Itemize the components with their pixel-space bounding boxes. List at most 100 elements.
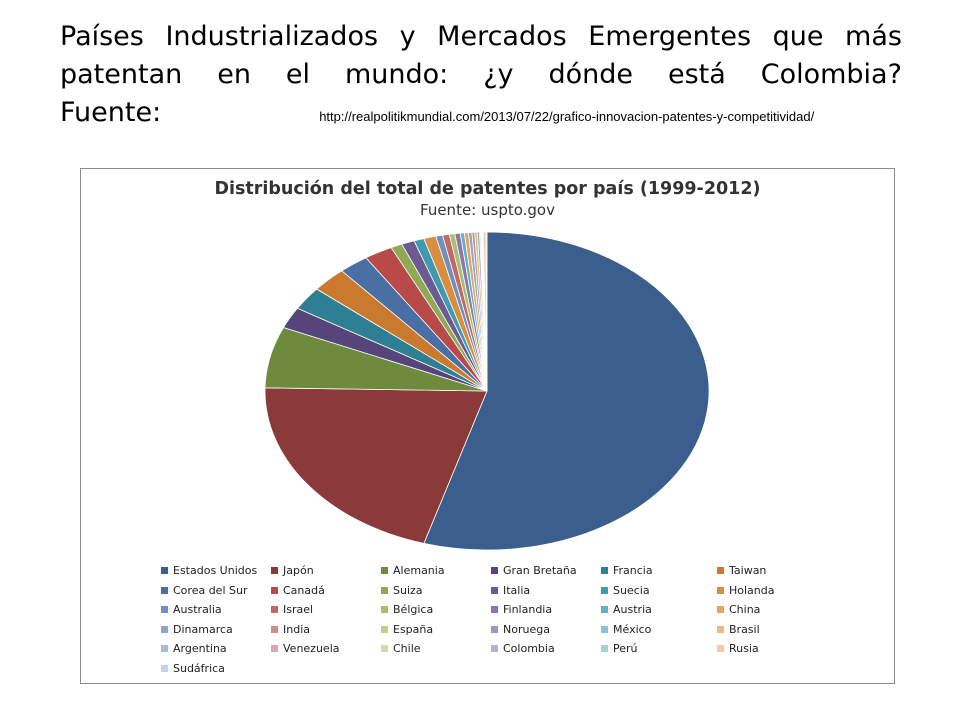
legend-label: España	[393, 622, 434, 636]
source-label: Fuente:	[60, 97, 162, 128]
title-word: y	[399, 21, 416, 52]
legend-swatch	[717, 606, 724, 614]
title-word: Emergentes	[588, 21, 752, 52]
legend-label: Perú	[613, 642, 638, 656]
title-word: Mercados	[437, 21, 567, 52]
legend-label: Alemania	[393, 564, 445, 577]
chart-subtitle: Fuente: uspto.gov	[420, 201, 555, 219]
legend-item-estados-unidos: Estados Unidos	[161, 565, 257, 577]
title-word: el	[285, 59, 311, 90]
legend-label: Israel	[283, 603, 314, 617]
legend-label: India	[283, 622, 310, 636]
legend-swatch	[271, 645, 278, 653]
legend-label: China	[729, 603, 761, 617]
legend-label: Francia	[613, 564, 653, 577]
legend-item-italia: Italia	[491, 583, 531, 597]
legend-item-mexico: México	[601, 622, 652, 636]
legend-item-corea-del-sur: Corea del Sur	[161, 583, 248, 597]
legend-item-suiza: Suiza	[381, 584, 423, 597]
legend-item-taiwan: Taiwan	[717, 565, 766, 577]
source-url[interactable]: http://realpolitikmundial.com/2013/07/22…	[319, 109, 815, 124]
legend-label: Colombia	[503, 642, 555, 656]
title-word: patentan	[60, 59, 183, 90]
legend-swatch	[161, 665, 168, 672]
legend-item-sudafrica: Sudáfrica	[161, 663, 225, 675]
slide-title: Países Industrializados y Mercados Emergente…	[60, 18, 902, 136]
pie-slice-estados-unidos	[423, 231, 710, 551]
legend-item-china: China	[717, 604, 760, 616]
legend-swatch	[381, 567, 388, 574]
legend-swatch	[381, 586, 388, 594]
legend-swatch	[271, 567, 278, 574]
legend-swatch	[717, 645, 724, 653]
legend-swatch	[161, 606, 168, 614]
legend-swatch	[161, 586, 168, 594]
legend-swatch	[491, 586, 498, 594]
legend-label: Finlandia	[503, 603, 553, 617]
legend-label: Suecia	[613, 583, 650, 597]
legend-swatch	[601, 645, 608, 653]
title-word: Países	[60, 21, 144, 52]
legend-swatch	[491, 645, 498, 653]
title-word: dónde	[548, 59, 633, 90]
chart-title: Distribución del total de patentes por p…	[214, 179, 761, 199]
legend-swatch	[491, 567, 498, 574]
legend-item-francia: Francia	[601, 565, 653, 577]
legend-swatch	[601, 567, 608, 574]
legend-swatch	[601, 586, 608, 594]
legend-label: Bélgica	[393, 603, 434, 617]
title-word: en	[217, 59, 251, 90]
legend-swatch	[271, 586, 278, 594]
legend-label: Holanda	[729, 583, 775, 597]
pie-chart	[264, 231, 710, 551]
legend-item-suecia: Suecia	[601, 583, 650, 597]
legend-item-australia: Australia	[161, 604, 222, 616]
legend-label: Estados Unidos	[173, 564, 258, 577]
legend-item-brasil: Brasil	[717, 623, 760, 636]
legend-item-israel: Israel	[271, 604, 313, 616]
legend-swatch	[601, 606, 608, 614]
legend-item-holanda: Holanda	[717, 583, 775, 597]
legend-label: Australia	[173, 603, 222, 617]
legend-label: Taiwan	[729, 564, 767, 577]
legend-item-rusia: Rusia	[717, 643, 759, 655]
legend-label: Corea del Sur	[173, 583, 248, 597]
legend-label: Gran Bretaña	[503, 564, 577, 577]
legend-swatch	[491, 625, 498, 633]
title-word: mundo:	[344, 59, 449, 90]
legend-swatch	[717, 625, 724, 633]
legend-swatch	[161, 567, 168, 574]
legend-swatch	[717, 586, 724, 594]
legend-label: Sudáfrica	[173, 662, 225, 675]
legend-label: Italia	[503, 583, 531, 597]
legend-item-noruega: Noruega	[491, 622, 550, 636]
legend-label: Rusia	[729, 642, 759, 656]
legend-label: México	[613, 622, 652, 636]
legend-swatch	[381, 645, 388, 653]
title-word: que	[772, 21, 824, 52]
title-word: ¿y	[483, 59, 514, 90]
pie-slice-sudafrica	[485, 231, 488, 392]
legend-item-dinamarca: Dinamarca	[161, 623, 233, 636]
legend-item-venezuela: Venezuela	[271, 643, 340, 655]
legend-item-canada: Canadá	[271, 583, 325, 597]
legend-item-austria: Austria	[601, 604, 652, 616]
legend-item-alemania: Alemania	[381, 565, 445, 577]
legend-item-finlandia: Finlandia	[491, 604, 552, 616]
title-word: Colombia?	[760, 59, 902, 90]
legend-label: Argentina	[173, 642, 227, 656]
legend-item-belgica: Bélgica	[381, 604, 433, 616]
title-line-1: Países Industrializados y Mercados Emergente…	[60, 18, 902, 56]
title-word: está	[667, 59, 726, 90]
title-line-2: patentan en el mundo: ¿y dónde está Colombia?	[60, 56, 902, 94]
legend-item-india: India	[271, 622, 310, 636]
legend-swatch	[161, 625, 168, 633]
legend-label: Noruega	[503, 622, 550, 636]
legend-swatch	[381, 625, 388, 633]
chart-area: Distribución del total de patentes por p…	[80, 168, 895, 684]
legend-label: Canadá	[283, 583, 325, 597]
legend-item-espana: España	[381, 622, 434, 636]
legend-item-peru: Perú	[601, 643, 638, 655]
legend-swatch	[381, 606, 388, 614]
legend-swatch	[717, 567, 724, 574]
